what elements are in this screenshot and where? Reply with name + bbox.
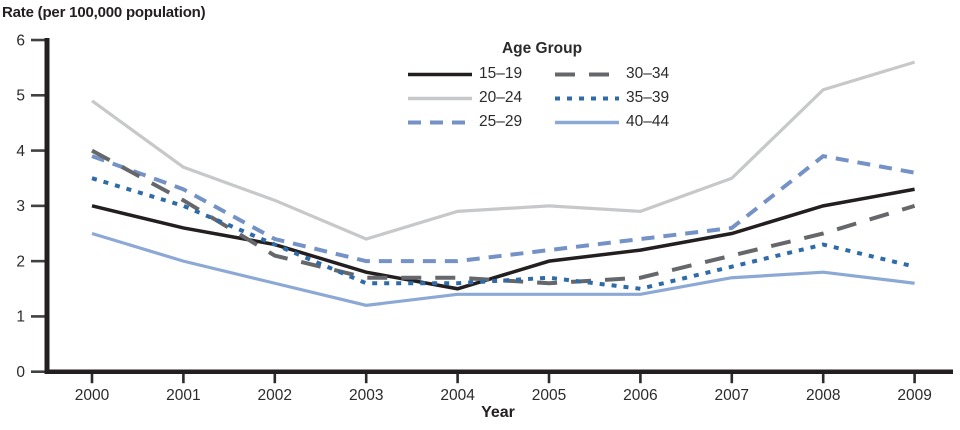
legend-label: 20–24: [479, 89, 523, 106]
x-tick-label: 2007: [715, 387, 749, 404]
y-tick-label: 2: [16, 253, 25, 270]
legend-label: 15–19: [479, 65, 523, 82]
x-tick-label: 2001: [166, 387, 200, 404]
legend-label: 35–39: [626, 89, 670, 106]
legend-item-25-29: 25–29: [408, 113, 529, 131]
series-line-20-24: [91, 60, 916, 241]
legend-item-15-19: 15–19: [408, 65, 529, 83]
legend-item-20-24: 20–24: [408, 89, 529, 107]
legend-title: Age Group: [501, 40, 583, 57]
legend-entries: 15–19 30–34 20–24 35–39 25–29 40–44: [408, 65, 676, 131]
legend-item-30-34: 30–34: [555, 65, 676, 83]
legend-label: 30–34: [626, 65, 670, 82]
x-tick-label: 2008: [806, 387, 840, 404]
x-tick-label: 2006: [623, 387, 657, 404]
series-line-35-39: [91, 176, 916, 291]
x-tick-label: 2009: [897, 387, 931, 404]
legend-label: 40–44: [626, 113, 670, 130]
y-axis-title: Rate (per 100,000 population): [2, 4, 206, 21]
x-tick-label: 2004: [440, 387, 475, 404]
y-tick-label: 1: [16, 309, 25, 326]
legend-swatch-25-29-line-icon: [408, 118, 472, 127]
chart-legend: Age Group 15–19 30–34 20–24 35–39 25–29 40–44: [408, 40, 676, 131]
legend-swatch-15-19-line-icon: [408, 70, 472, 79]
y-tick-label: 6: [16, 32, 25, 49]
series-line-40-44: [91, 231, 915, 307]
series-line-15-19: [91, 187, 915, 291]
legend-item-40-44: 40–44: [555, 113, 676, 131]
x-tick-label: 2003: [349, 387, 383, 404]
series-line-30-34: [91, 148, 916, 286]
y-tick-label: 0: [16, 364, 25, 381]
legend-swatch-20-24-line-icon: [408, 94, 472, 103]
y-tick-label: 3: [16, 198, 25, 215]
x-tick-label: 2000: [75, 387, 110, 404]
x-tick-label: 2005: [532, 387, 566, 404]
legend-swatch-40-44-line-icon: [555, 118, 619, 127]
legend-item-35-39: 35–39: [555, 89, 676, 107]
x-tick-label: 2002: [258, 387, 292, 404]
x-axis-title: Year: [481, 404, 515, 421]
y-tick-label: 4: [16, 143, 25, 160]
legend-swatch-35-39-line-icon: [555, 94, 619, 103]
y-tick-label: 5: [16, 88, 25, 105]
legend-swatch-30-34-line-icon: [555, 70, 619, 79]
legend-label: 25–29: [479, 113, 523, 130]
